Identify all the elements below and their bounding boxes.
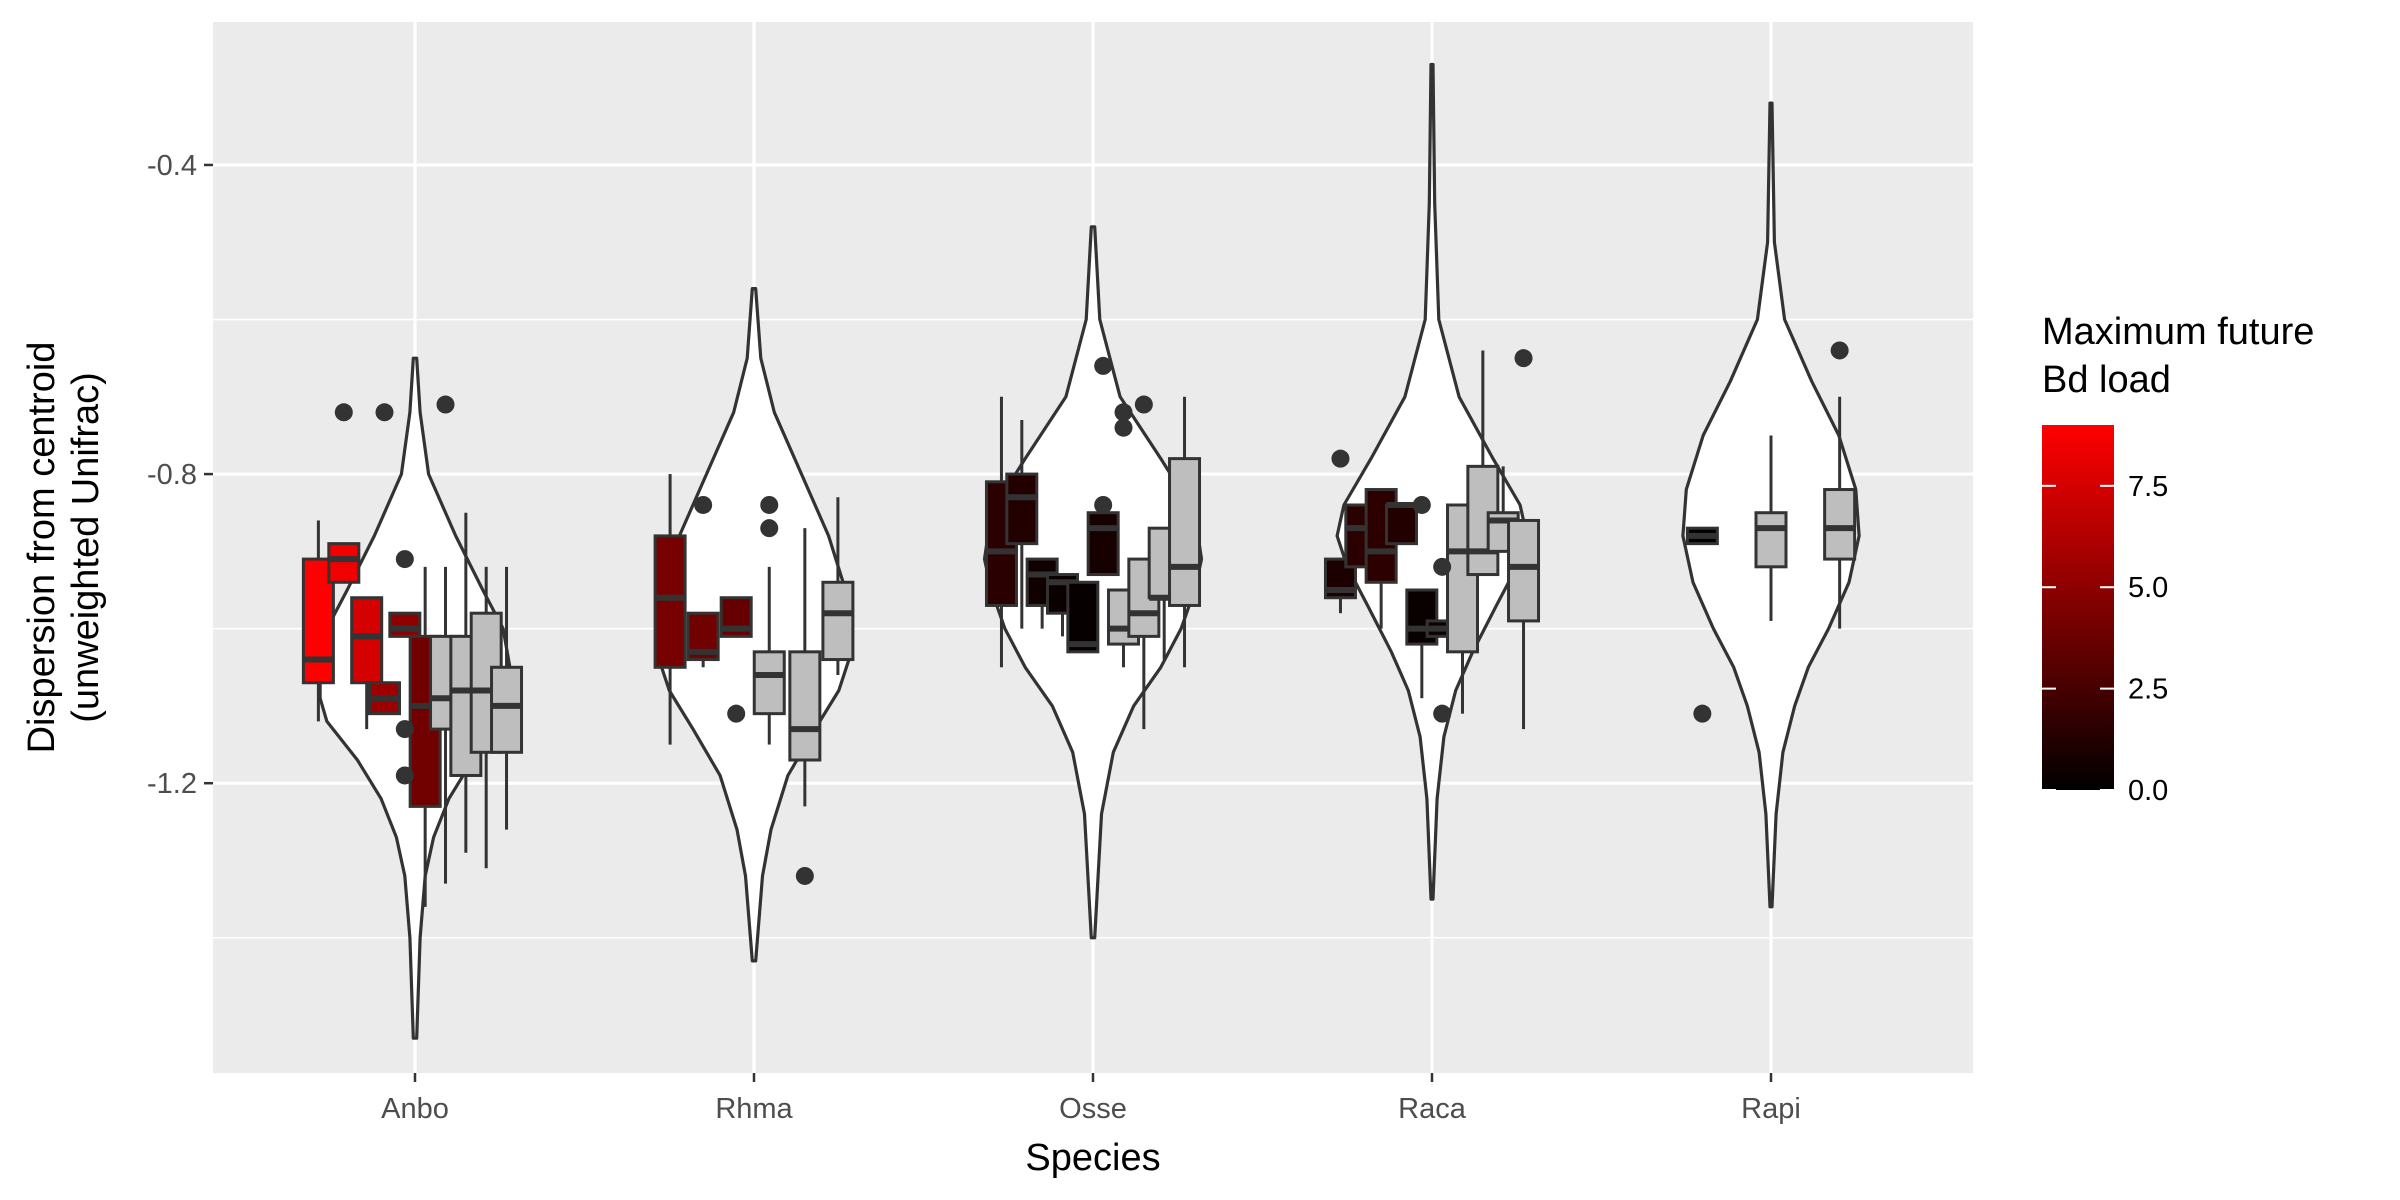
box (388, 611, 422, 638)
x-axis-title: Species (1025, 1137, 1160, 1179)
boxplot-anbo (388, 611, 422, 638)
boxplot-raca (1507, 518, 1541, 730)
box (1823, 488, 1857, 561)
outlier-point (1331, 449, 1350, 468)
box (653, 534, 687, 669)
violin-raca (1335, 62, 1529, 901)
y-tick-label: -1.2 (147, 768, 197, 800)
legend: Maximum future Bd load 0.0 2.5 5.0 7.5 (2042, 311, 2314, 807)
outlier-point (1830, 341, 1849, 360)
boxplot-raca (1323, 557, 1357, 614)
outlier-point (1114, 403, 1133, 422)
boxplot-rapi (1685, 526, 1719, 546)
boxplot-osse (1086, 511, 1120, 577)
x-tick-label: Rapi (1741, 1093, 1801, 1125)
outlier-point (395, 766, 414, 785)
legend-tick-label: 5.0 (2128, 572, 2168, 604)
outlier-point (760, 495, 779, 514)
x-tick-label: Osse (1059, 1093, 1127, 1125)
boxplot-rhma (788, 528, 822, 807)
legend-title-line2: Bd load (2042, 359, 2171, 401)
boxplot-anbo (367, 681, 401, 716)
outlier-point (375, 403, 394, 422)
outlier-point (1433, 704, 1452, 723)
outlier-point (395, 720, 414, 739)
legend-tick-label: 2.5 (2128, 674, 2168, 706)
boxplot-osse (1005, 419, 1039, 629)
box (821, 580, 855, 662)
box (1066, 580, 1100, 654)
outlier-point (1094, 356, 1113, 375)
boxplot-rhma (719, 596, 753, 638)
boxplot-rhma (752, 566, 786, 745)
box (752, 650, 786, 716)
legend-tick-label: 7.5 (2128, 471, 2168, 503)
y-axis: -0.4 -0.8 -1.2 (147, 150, 213, 800)
outlier-point (1433, 557, 1452, 576)
x-tick-label: Rhma (715, 1093, 793, 1125)
boxplot-anbo (327, 542, 361, 584)
box (788, 650, 822, 762)
outlier-point (1514, 349, 1533, 368)
y-tick-label: -0.4 (147, 150, 197, 182)
outlier-points (334, 341, 1849, 885)
outlier-point (760, 519, 779, 538)
x-tick-label: Raca (1398, 1093, 1467, 1125)
outlier-point (1693, 704, 1712, 723)
boxplot-rhma (686, 611, 720, 668)
x-tick-label: Anbo (381, 1093, 449, 1125)
x-axis: Anbo Rhma Osse Raca Rapi (381, 1073, 1801, 1125)
outlier-point (795, 866, 814, 885)
legend-title-line1: Maximum future (2042, 311, 2314, 353)
boxplot-rapi (1823, 396, 1857, 629)
outlier-point (1094, 495, 1113, 514)
box (1507, 518, 1541, 623)
outlier-point (1412, 495, 1431, 514)
outlier-point (334, 403, 353, 422)
legend-tick-label: 0.0 (2128, 775, 2168, 807)
box (1754, 511, 1788, 569)
boxplot-raca (1384, 501, 1418, 546)
box (350, 596, 384, 685)
outlier-point (436, 395, 455, 414)
outlier-point (727, 704, 746, 723)
box (1384, 503, 1418, 546)
boxplot-rhma (653, 474, 687, 745)
outlier-point (1134, 395, 1153, 414)
boxplot-layer (301, 350, 1857, 907)
boxplot-anbo (350, 596, 384, 730)
box (1086, 511, 1120, 577)
boxplot-osse (1066, 580, 1100, 654)
box (490, 665, 524, 754)
outlier-point (694, 495, 713, 514)
violin-rhma (657, 287, 851, 963)
box (327, 542, 361, 584)
boxplot-anbo (469, 566, 503, 869)
y-tick-label: -0.8 (147, 459, 197, 491)
box (1005, 472, 1039, 546)
boxplot-rapi (1754, 435, 1788, 621)
y-axis-title-line1: Dispersion from centroid (21, 342, 63, 754)
y-axis-title: Dispersion from centroid (unweighted Uni… (21, 342, 107, 754)
legend-colorbar (2042, 425, 2114, 790)
y-axis-title-line2: (unweighted Unifrac) (65, 372, 107, 723)
boxplot-rhma (821, 497, 855, 676)
boxplot-anbo (490, 566, 524, 830)
legend-ticks: 0.0 2.5 5.0 7.5 (2042, 471, 2168, 807)
boxplot-osse (1168, 396, 1202, 668)
box (1168, 457, 1202, 607)
outlier-point (395, 550, 414, 569)
outlier-point (1114, 418, 1133, 437)
